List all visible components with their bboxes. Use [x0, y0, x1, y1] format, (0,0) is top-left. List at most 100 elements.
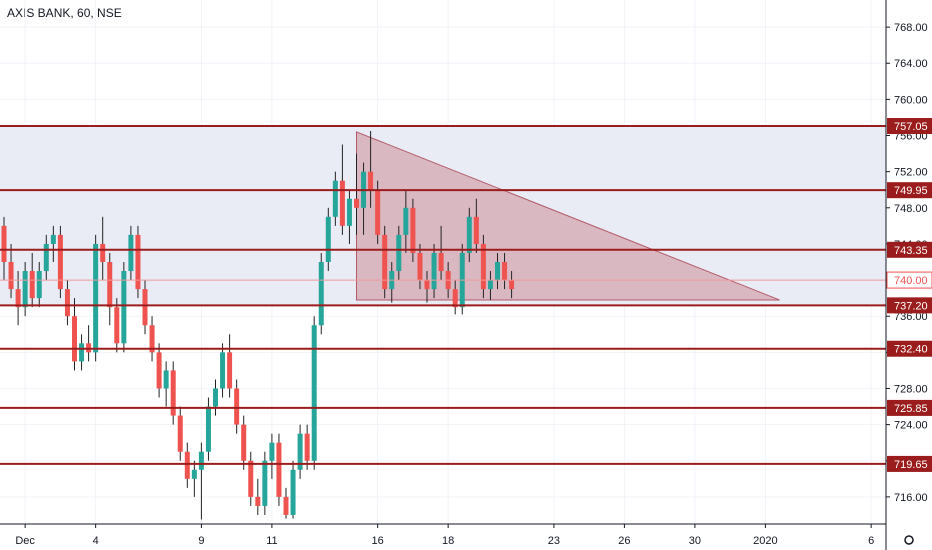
candle-down: [304, 433, 310, 461]
candle-down: [368, 171, 374, 190]
level-badge-label: 719.65: [894, 459, 928, 471]
level-badge-label: 737.20: [894, 300, 928, 312]
candle-down: [480, 243, 486, 290]
time-tick-label: Dec: [15, 535, 35, 547]
level-badge-label: 743.35: [894, 245, 928, 257]
candle-down: [15, 289, 21, 308]
candle-down: [452, 289, 458, 308]
time-tick-label: 11: [266, 535, 277, 547]
level-badge-label: 749.95: [894, 185, 928, 197]
candle-down: [248, 460, 254, 497]
price-tick-label: 752.00: [894, 167, 928, 179]
time-tick-label: 4: [93, 535, 99, 547]
candle-down: [234, 388, 240, 425]
candle-down: [72, 316, 77, 362]
candle-up: [198, 451, 204, 470]
candle-down: [255, 496, 261, 506]
candle-down: [227, 352, 233, 389]
candle-up: [128, 234, 134, 272]
level-badge-label: 725.85: [894, 403, 928, 415]
level-badge: [887, 297, 932, 314]
price-tick-label: 760.00: [894, 94, 928, 106]
price-tick-label: 724.00: [894, 420, 928, 432]
time-tick-label: 6: [868, 535, 874, 547]
candle-up: [36, 271, 42, 299]
level-badge-label: 732.40: [894, 344, 928, 356]
level-badge: [887, 455, 932, 472]
candle-up: [93, 243, 99, 353]
level-badge: [887, 241, 932, 258]
price-tick-label: 716.00: [894, 492, 928, 504]
candle-up: [325, 216, 331, 262]
candle-down: [1, 225, 7, 262]
price-tick-label: 748.00: [894, 203, 928, 215]
candle-up: [431, 252, 437, 290]
candle-up: [318, 262, 324, 326]
candle-down: [100, 243, 106, 262]
time-tick-label: 2020: [753, 535, 777, 547]
candle-down: [473, 216, 479, 244]
last-price-label: 740.00: [894, 275, 928, 287]
candle-down: [339, 180, 345, 226]
candle-down: [149, 325, 155, 353]
price-tick-label: 728.00: [894, 383, 928, 395]
level-badge: [887, 118, 932, 135]
level-badge: [887, 182, 932, 199]
candle-down: [438, 252, 444, 272]
last-price-badge: [886, 271, 932, 289]
candle-down: [502, 262, 508, 281]
candle-up: [297, 433, 303, 470]
candle-up: [466, 216, 472, 253]
candle-up: [163, 370, 169, 389]
time-tick-label: 9: [198, 535, 204, 547]
candle-down: [354, 198, 359, 208]
candle-down: [64, 289, 70, 317]
candle-up: [79, 343, 85, 362]
time-tick-label: 26: [618, 535, 630, 547]
candle-up: [290, 469, 296, 515]
candle-up: [50, 234, 56, 244]
level-badge-label: 757.05: [894, 121, 928, 133]
candle-down: [509, 280, 515, 290]
candle-down: [382, 234, 388, 290]
candle-down: [424, 280, 430, 290]
candle-down: [107, 262, 113, 308]
settings-icon[interactable]: [904, 535, 914, 545]
candle-down: [114, 307, 120, 344]
level-badge: [887, 399, 932, 416]
range-band: [0, 126, 886, 306]
price-tick-label: 736.00: [894, 311, 928, 323]
time-tick-label: 30: [689, 535, 701, 547]
candle-up: [262, 460, 268, 506]
candle-down: [29, 271, 35, 299]
chart-title: AXIS BANK, 60, NSE: [7, 6, 122, 20]
candle-down: [410, 207, 416, 253]
price-tick-label: 768.00: [894, 22, 928, 34]
candle-up: [487, 280, 493, 290]
candle-down: [241, 424, 247, 461]
candle-up: [213, 388, 218, 407]
candle-down: [184, 451, 190, 479]
candle-up: [191, 469, 197, 479]
candle-down: [417, 252, 423, 281]
candle-up: [121, 271, 127, 344]
candle-down: [276, 442, 282, 497]
price-tick-label: 764.00: [894, 58, 928, 70]
candle-up: [220, 352, 226, 389]
level-badge: [887, 340, 932, 357]
candle-up: [332, 180, 338, 217]
candle-down: [283, 496, 289, 515]
candle-down: [375, 189, 381, 235]
candle-down: [8, 262, 14, 290]
candle-down: [142, 289, 148, 326]
candle-up: [346, 198, 352, 226]
time-tick-label: 16: [372, 535, 384, 547]
candle-up: [403, 207, 409, 235]
candle-down: [57, 234, 63, 290]
candle-up: [205, 406, 211, 452]
candle-up: [311, 325, 317, 461]
time-tick-label: 23: [548, 535, 560, 547]
candle-up: [396, 234, 402, 272]
